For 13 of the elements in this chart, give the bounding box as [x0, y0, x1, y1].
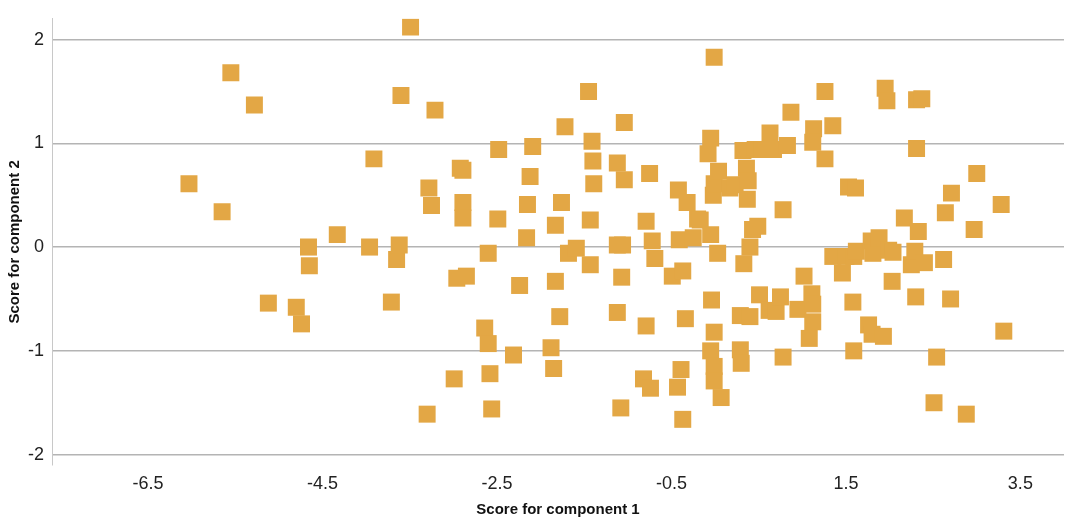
y-tick-label: -1	[27, 339, 44, 360]
x-tick-label: -4.5	[306, 472, 338, 493]
x-tick-label: 3.5	[1007, 472, 1033, 493]
y-tick-label: 0	[33, 236, 44, 257]
x-tick-label: 1.5	[833, 472, 859, 493]
y-tick-label: 2	[33, 28, 44, 49]
x-tick-label: -0.5	[655, 472, 687, 493]
x-tick-label: -2.5	[481, 472, 513, 493]
y-tick-label: -2	[27, 443, 44, 464]
y-tick-label: 1	[33, 132, 44, 153]
y-axis-title: Score for component 2	[5, 160, 23, 324]
x-axis-title: Score for component 1	[476, 500, 640, 518]
x-tick-label: -6.5	[132, 472, 164, 493]
